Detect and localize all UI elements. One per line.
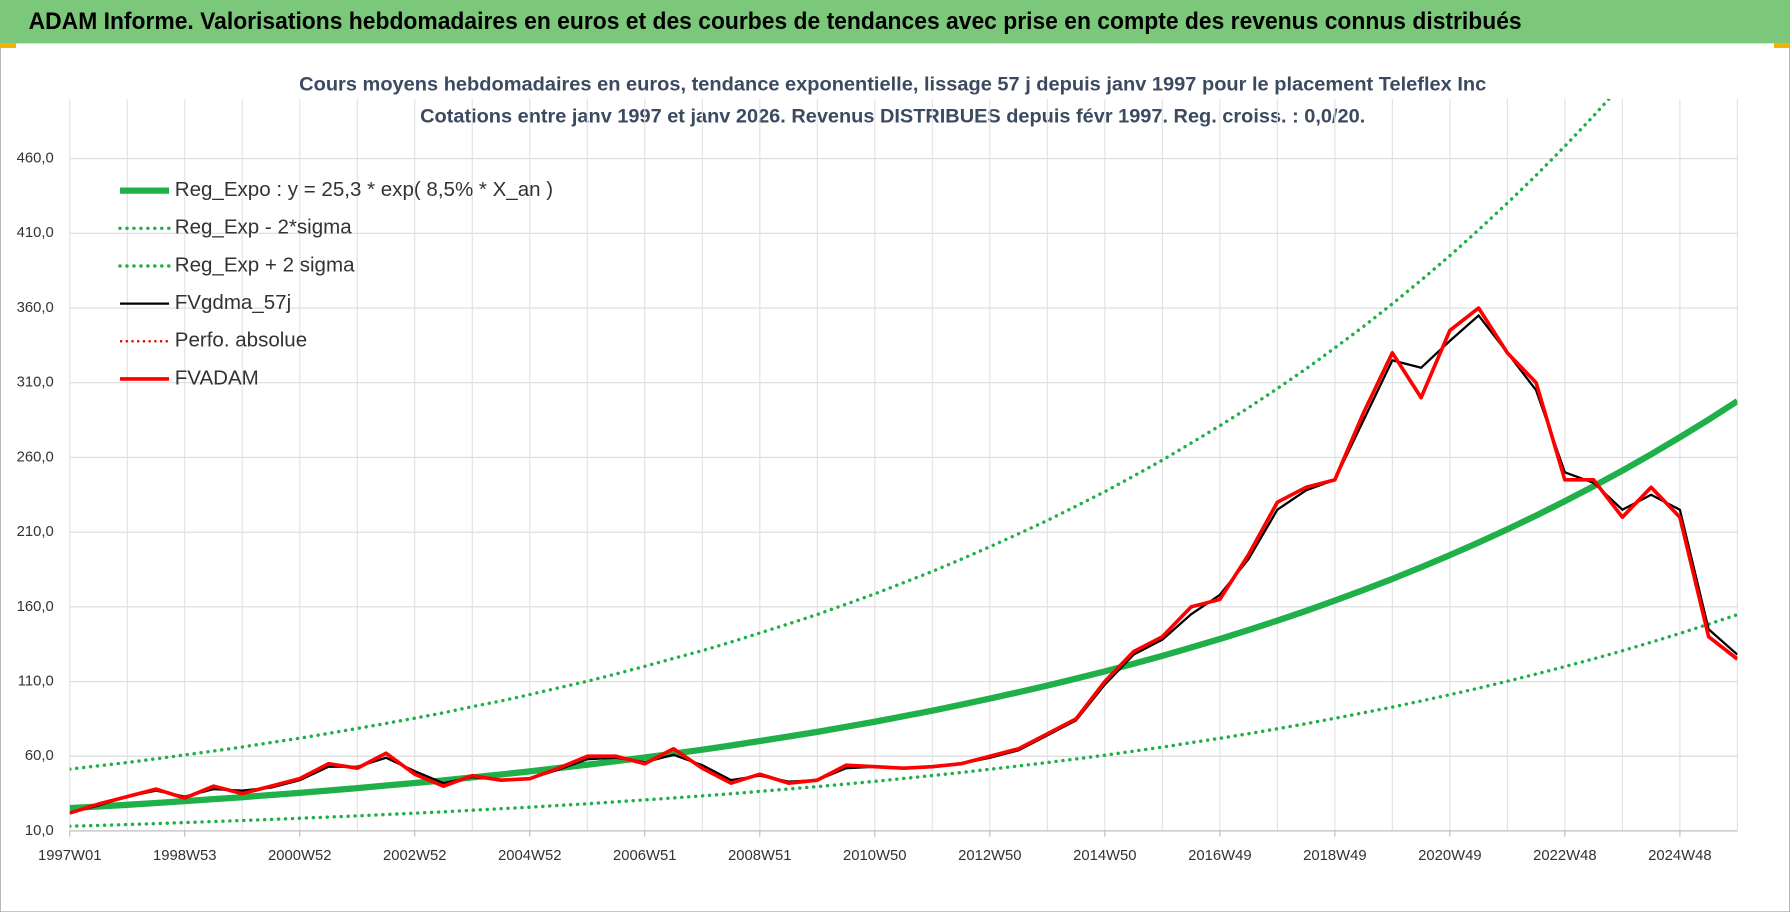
legend-label: Reg_Expo : y = 25,3 * exp( 8,5% * X_an ) — [175, 178, 553, 201]
y-tick-label: 310,0 — [17, 375, 54, 391]
x-tick-label: 2004W52 — [498, 848, 561, 864]
corner-mark — [1773, 43, 1790, 48]
y-tick-label: 360,0 — [17, 300, 54, 316]
legend-label: Perfo. absolue — [175, 329, 307, 352]
grid: 10,0 60,0 110,0 160,0 210,0 260,0 310,0 360,0 41… — [17, 98, 1738, 864]
legend: Reg_Expo : y = 25,3 * exp( 8,5% * X_an )… — [118, 178, 553, 389]
y-tick-label: 160,0 — [17, 599, 54, 615]
x-tick-label: 2002W52 — [383, 848, 446, 864]
banner-title: ADAM Informe. Valorisations hebdomadaire… — [29, 8, 1522, 35]
series-line — [69, 306, 1738, 815]
x-tick-label: 2014W50 — [1073, 848, 1136, 864]
x-tick-label: 2024W48 — [1648, 848, 1711, 864]
x-tick-label: 2008W51 — [728, 848, 791, 864]
legend-label: FVgdma_57j — [175, 291, 291, 314]
series-line — [69, 98, 1612, 771]
x-tick-label: 2018W49 — [1303, 848, 1366, 864]
banner — [0, 0, 1790, 44]
plot — [69, 98, 1738, 828]
y-tick-label: 410,0 — [17, 225, 54, 241]
x-tick-label: 2000W52 — [268, 848, 331, 864]
x-tick-label: 2022W48 — [1533, 848, 1596, 864]
corner-mark — [0, 43, 17, 48]
x-tick-label: 2016W49 — [1188, 848, 1251, 864]
x-tick-label: 2010W50 — [843, 848, 906, 864]
legend-label: Reg_Exp - 2*sigma — [175, 216, 352, 239]
y-tick-label: 110,0 — [18, 673, 54, 689]
y-tick-label: 60,0 — [25, 748, 54, 764]
y-tick-label: 10,0 — [25, 823, 54, 839]
legend-label: FVADAM — [175, 366, 259, 389]
series-line — [69, 398, 1738, 812]
series-line — [69, 612, 1738, 828]
y-tick-label: 260,0 — [17, 449, 54, 465]
x-tick-label: 2020W49 — [1418, 848, 1481, 864]
x-tick-label: 1998W53 — [153, 848, 216, 864]
legend-label: Reg_Exp + 2 sigma — [175, 253, 355, 276]
chart-subtitle: Cotations entre janv 1997 et janv 2026. … — [420, 106, 1365, 128]
x-tick-label: 2012W50 — [958, 848, 1021, 864]
x-tick-label: 2006W51 — [613, 848, 676, 864]
chart-title: Cours moyens hebdomadaires en euros, ten… — [299, 74, 1486, 96]
x-tick-label: 1997W01 — [38, 848, 101, 864]
y-tick-label: 210,0 — [17, 524, 54, 540]
y-tick-label: 460,0 — [17, 151, 54, 167]
